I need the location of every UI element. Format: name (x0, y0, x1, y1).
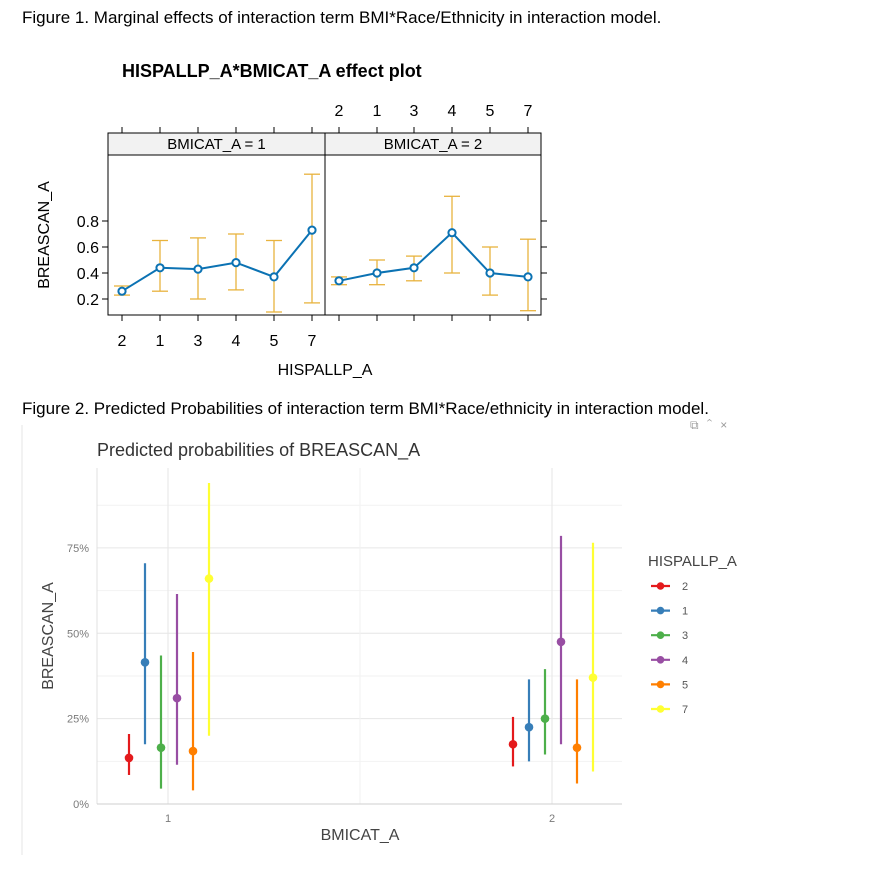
panel-strip-label: BMICAT_A = 2 (384, 136, 483, 153)
probability-point (188, 746, 198, 756)
close-icon[interactable]: × (720, 418, 736, 432)
x-axis-label: BMICAT_A (321, 827, 400, 844)
legend-key-point (656, 606, 665, 615)
effect-plot-title: HISPALLP_A*BMICAT_A effect plot (122, 61, 422, 81)
effect-line (121, 229, 313, 293)
effect-point (485, 268, 495, 278)
effect-point (334, 276, 344, 286)
y-tick-label: 0.4 (77, 266, 99, 283)
y-tick-label: 50% (67, 628, 89, 640)
x-axis-label: HISPALLP_A (278, 362, 373, 379)
x-tick-label: 3 (410, 103, 419, 120)
x-tick-label: 4 (448, 103, 457, 120)
x-tick-label: 7 (524, 103, 533, 120)
effect-point (372, 268, 382, 278)
effect-point (523, 272, 533, 282)
legend-key-point (656, 705, 665, 713)
effect-point (409, 263, 419, 273)
effect-point (117, 286, 127, 296)
x-tick-label: 3 (194, 333, 203, 350)
x-tick-label: 1 (156, 333, 165, 350)
legend-title: HISPALLP_A (648, 553, 737, 570)
effect-point (307, 225, 317, 235)
y-tick-label: 0.6 (77, 240, 99, 257)
y-axis-label: BREASCAN_A (36, 181, 53, 289)
probability-point (156, 743, 166, 752)
legend-label: 5 (682, 679, 688, 691)
x-tick-label: 2 (335, 103, 344, 120)
probability-point (124, 753, 134, 763)
panel-frame (324, 154, 542, 316)
effect-point (231, 258, 241, 268)
panel-strip-label: BMICAT_A = 1 (167, 136, 266, 153)
probability-point (588, 673, 598, 682)
legend-label: 4 (682, 655, 688, 667)
y-tick-label: 0.8 (77, 214, 99, 231)
probability-point (204, 574, 214, 583)
probability-point (572, 743, 582, 752)
probability-point (524, 722, 534, 732)
x-tick-label: 1 (373, 103, 382, 120)
probability-point (140, 657, 150, 667)
chevron-up-icon[interactable]: ⌃ (706, 418, 721, 432)
effect-point (155, 263, 165, 273)
x-tick-label: 5 (486, 103, 495, 120)
probability-point (172, 693, 182, 703)
legend-key-point (656, 680, 665, 689)
x-tick-label: 5 (270, 333, 279, 350)
probability-point (508, 739, 518, 749)
y-axis-label: BREASCAN_A (40, 582, 57, 690)
y-tick-label: 0% (73, 799, 89, 811)
figure2-caption: Figure 2. Predicted Probabilities of int… (22, 399, 709, 418)
legend-key-point (656, 582, 665, 590)
y-tick-label: 0.2 (77, 292, 99, 309)
probability-point (540, 714, 550, 723)
x-tick-label: 4 (232, 333, 241, 350)
pred-plot-title: Predicted probabilities of BREASCAN_A (97, 440, 420, 461)
x-tick-label: 2 (118, 333, 127, 350)
y-tick-label: 25% (67, 714, 89, 726)
copy-icon[interactable]: ⧉ (690, 418, 707, 432)
legend-label: 1 (682, 606, 688, 618)
x-tick-label: 1 (165, 813, 171, 825)
legend-key-point (656, 656, 665, 664)
effect-point (269, 272, 279, 282)
effect-line (338, 231, 529, 282)
legend-label: 2 (682, 581, 688, 593)
probability-point (556, 637, 566, 647)
x-tick-label: 2 (549, 813, 555, 825)
x-tick-label: 7 (308, 333, 317, 350)
plot-toolbar: ⧉⌃× (690, 418, 735, 433)
legend-label: 7 (682, 704, 688, 716)
effect-point (447, 228, 457, 238)
effect-point (193, 264, 203, 274)
legend-label: 3 (682, 630, 688, 642)
y-tick-label: 75% (67, 543, 89, 555)
figure1-caption: Figure 1. Marginal effects of interactio… (22, 8, 662, 27)
legend-key-point (656, 631, 665, 639)
